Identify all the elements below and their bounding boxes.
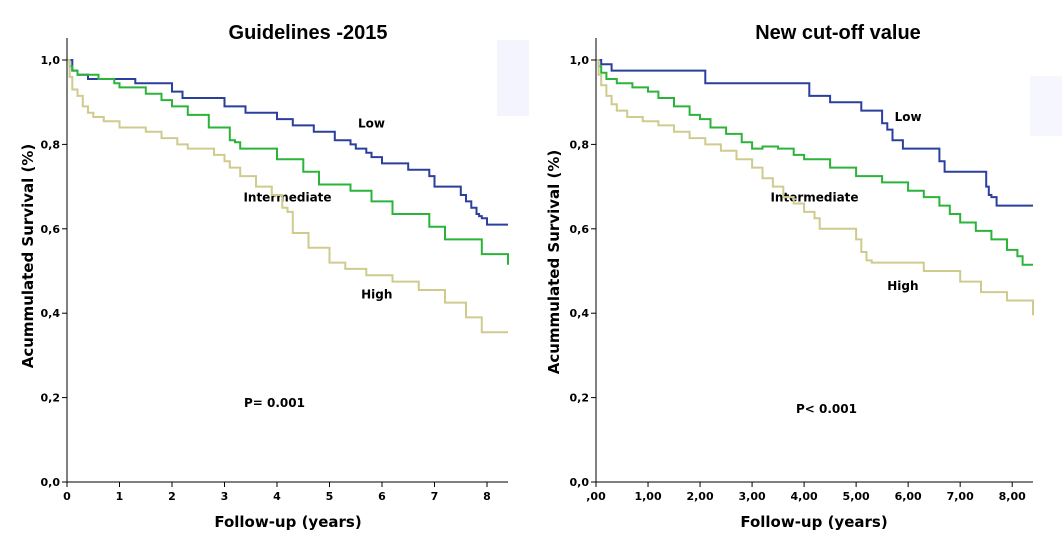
x-tick-label: ,00 [586, 490, 606, 503]
x-tick-label: 0 [63, 490, 71, 503]
y-tick-label: 0,6 [41, 223, 61, 236]
curve-label-intermediate: Intermediate [243, 190, 331, 204]
x-axis-title: Follow-up (years) [214, 513, 361, 531]
x-tick-label: 7,00 [947, 490, 974, 503]
plot-shade-right [1030, 76, 1062, 136]
survival-curve-intermediate [596, 59, 1033, 266]
y-tick-label: 0,6 [570, 223, 590, 236]
p-value-annotation: P< 0.001 [796, 402, 857, 416]
x-axis-title: Follow-up (years) [740, 513, 887, 531]
x-tick-label: 2,00 [686, 490, 713, 503]
x-tick-label: 1,00 [634, 490, 661, 503]
y-tick-label: 1,0 [41, 54, 61, 67]
survival-curve-high [67, 59, 508, 334]
y-tick-label: 0,4 [570, 307, 590, 320]
curve-label-high: High [887, 279, 918, 293]
curve-label-low: Low [358, 117, 385, 131]
x-tick-label: 1 [116, 490, 124, 503]
survival-curve-intermediate [67, 59, 509, 265]
y-tick-label: 0,4 [41, 307, 61, 320]
survival-chart-guidelines-2015: Guidelines -2015 Acummulated Survival (%… [19, 22, 509, 531]
x-tick-label: 7 [431, 490, 439, 503]
y-axis-title: Acummulated Survival (%) [545, 150, 563, 375]
x-tick-label: 5 [326, 490, 334, 503]
y-tick-label: 0,8 [41, 138, 61, 151]
x-tick-label: 3,00 [739, 490, 766, 503]
x-tick-label: 8,00 [999, 490, 1026, 503]
curve-label-intermediate: Intermediate [770, 190, 858, 204]
y-tick-label: 0,2 [41, 392, 61, 405]
x-tick-label: 4 [273, 490, 281, 503]
y-axis-title: Acummulated Survival (%) [19, 144, 37, 369]
survival-curve-high [596, 59, 1034, 316]
y-tick-label: 0,0 [41, 476, 61, 489]
x-tick-label: 8 [483, 490, 491, 503]
x-tick-label: 6,00 [895, 490, 922, 503]
x-tick-label: 4,00 [791, 490, 818, 503]
y-tick-label: 0,8 [570, 138, 590, 151]
survival-curve-low [596, 59, 1033, 207]
curve-label-high: High [361, 287, 392, 301]
survival-chart-new-cutoff: New cut-off value Acummulated Survival (… [545, 22, 1034, 531]
p-value-annotation: P= 0.001 [244, 396, 305, 410]
survival-curve-low [67, 59, 508, 226]
x-tick-label: 6 [378, 490, 386, 503]
chart-title: New cut-off value [755, 22, 921, 44]
x-tick-label: 3 [221, 490, 229, 503]
x-tick-label: 2 [168, 490, 176, 503]
curve-label-low: Low [895, 110, 922, 124]
y-tick-label: 0,2 [570, 392, 590, 405]
x-tick-label: 5,00 [843, 490, 870, 503]
y-tick-label: 1,0 [570, 54, 590, 67]
y-tick-label: 0,0 [570, 476, 590, 489]
plot-shade-left [497, 40, 529, 116]
chart-title: Guidelines -2015 [229, 22, 388, 44]
